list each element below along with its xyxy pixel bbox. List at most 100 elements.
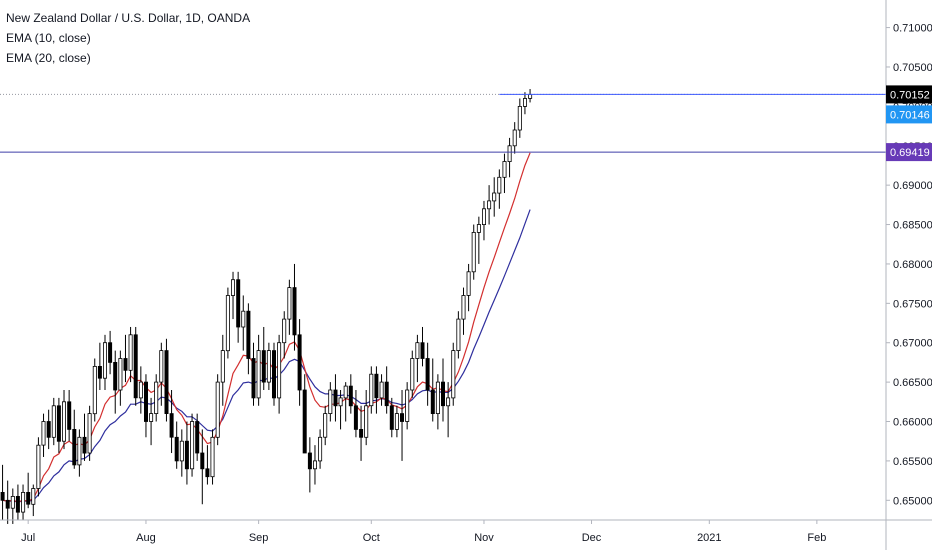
candle-body (241, 310, 246, 328)
candle (241, 295, 246, 351)
candle-body (425, 358, 430, 391)
time-tick-label: Aug (136, 532, 156, 544)
price-tick-label: 0.66000 (893, 417, 932, 429)
price-tick-label: 0.71000 (893, 23, 932, 35)
level-price-tag-text: 0.69419 (890, 147, 930, 159)
candle-body (297, 334, 302, 391)
candle (0, 464, 5, 520)
candle (51, 397, 56, 446)
candle (5, 480, 10, 524)
candle-body (103, 342, 108, 379)
candle (210, 429, 215, 485)
candle (220, 334, 225, 406)
candle-body (108, 342, 113, 363)
candle-body (328, 389, 333, 415)
price-tick-label: 0.68000 (893, 259, 932, 271)
candle (415, 334, 420, 383)
candle-body (271, 350, 276, 399)
candle (251, 342, 256, 406)
ema-price-tag-text: 0.70146 (890, 109, 930, 121)
candle (77, 429, 82, 477)
candle-body (118, 358, 123, 391)
time-tick-label: Nov (474, 532, 494, 544)
price-tick-label: 0.67500 (893, 298, 932, 310)
candle-body (225, 295, 230, 352)
candle-body (46, 421, 51, 438)
ema20-legend[interactable]: EMA (20, close) (6, 51, 91, 65)
candle-body (5, 499, 10, 509)
candle-body (476, 224, 481, 233)
candle (41, 413, 46, 457)
candle-body (179, 440, 184, 462)
candle-body (446, 397, 451, 407)
candle (67, 390, 72, 442)
candle (128, 326, 133, 383)
candle (348, 374, 353, 414)
time-tick-label: Feb (807, 532, 826, 544)
candle-body (369, 373, 374, 407)
candle (374, 366, 379, 414)
candle-body (497, 176, 502, 194)
candle (446, 382, 451, 438)
candle (149, 397, 154, 446)
candle-body (287, 287, 292, 320)
candle-body (215, 381, 220, 438)
candle-body (82, 436, 87, 454)
candle-body (149, 413, 154, 422)
candle (174, 421, 179, 469)
candle (56, 397, 61, 454)
candle-body (420, 342, 425, 359)
candle-body (323, 413, 328, 438)
candle-body (113, 361, 118, 391)
candle-body (251, 358, 256, 399)
candle (364, 390, 369, 446)
candle (481, 200, 486, 241)
candle-body (133, 334, 138, 399)
candle-body (174, 436, 179, 462)
candle (487, 185, 492, 225)
ema10-legend[interactable]: EMA (10, close) (6, 31, 91, 45)
candle-body (456, 318, 461, 352)
candle-body (461, 295, 466, 320)
candle-body (466, 271, 471, 296)
candle-body (92, 365, 97, 415)
candle-body (31, 488, 36, 505)
candle (190, 413, 195, 477)
candle (492, 177, 497, 217)
candle-body (210, 436, 215, 478)
candle-body (512, 129, 517, 147)
candle-body (343, 385, 348, 399)
candle (333, 374, 338, 422)
candle (62, 390, 67, 450)
candle (138, 366, 143, 414)
horizontal-lines-layer[interactable] (0, 93, 886, 153)
candle-body (523, 98, 528, 107)
price-tick-label: 0.66500 (893, 377, 932, 389)
candle (297, 319, 302, 406)
candle-body (67, 401, 72, 430)
candle (164, 338, 169, 422)
candle (466, 263, 471, 312)
time-axis[interactable]: Jul Aug Sep Oct Nov Dec 2021 Feb (0, 519, 932, 544)
symbol-title[interactable]: New Zealand Dollar / U.S. Dollar, 1D, OA… (6, 11, 251, 25)
candle (425, 342, 430, 406)
candle-body (487, 200, 492, 210)
price-tick-label: 0.70500 (893, 62, 932, 74)
candle (123, 334, 128, 383)
candle (246, 303, 251, 375)
candle (200, 429, 205, 505)
candle-body (440, 381, 445, 407)
candle (271, 342, 276, 406)
candle-body (128, 334, 133, 371)
candle-body (333, 389, 338, 407)
candle (430, 358, 435, 422)
candle (103, 334, 108, 390)
candle (502, 153, 507, 194)
candle (394, 405, 399, 438)
candle-body (230, 279, 235, 296)
candle-body (492, 192, 497, 202)
candle-body (312, 460, 317, 470)
last-price-tag-text: 0.70152 (890, 89, 930, 101)
price-tick-label: 0.68500 (893, 220, 932, 232)
